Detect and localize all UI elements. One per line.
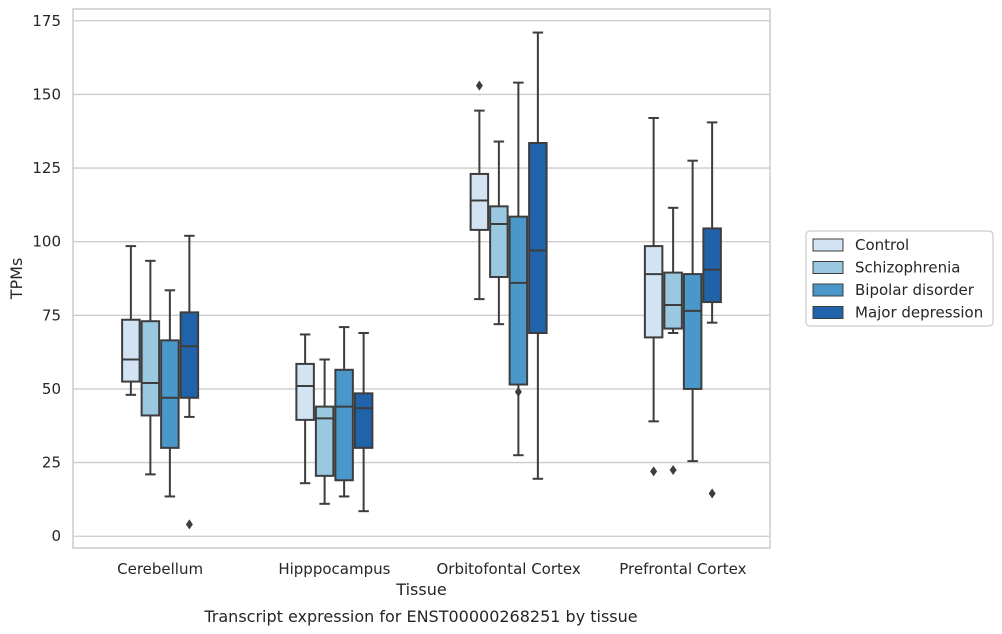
- box-2-4: [663, 206, 683, 475]
- box-body: [121, 318, 141, 383]
- y-tick-label: 75: [42, 306, 61, 324]
- legend-swatch: [812, 238, 844, 252]
- box-4-2: [353, 331, 374, 513]
- outlier-point: [514, 386, 522, 397]
- outlier-point: [708, 488, 716, 499]
- box-1-4: [643, 116, 664, 477]
- box-body: [314, 405, 335, 477]
- x-tick-label: Hipppocampus: [278, 560, 390, 578]
- legend-label: Major depression: [855, 304, 983, 322]
- x-tick-labels: Cerebellum Hipppocampus Orbitofontal Corte…: [117, 560, 746, 578]
- y-tick-label: 175: [32, 12, 61, 30]
- x-axis-label: Tissue: [395, 580, 446, 599]
- y-tick-label: 25: [42, 454, 61, 472]
- box-4-4: [702, 121, 722, 499]
- y-tick-label: 0: [51, 527, 61, 545]
- box-marks: [121, 31, 722, 530]
- box-body: [295, 362, 315, 421]
- box-body: [682, 273, 703, 390]
- box-body: [528, 142, 548, 334]
- box-4-1: [179, 234, 200, 530]
- box-1-3: [469, 80, 490, 301]
- x-tick-label: Orbitofontal Cortex: [437, 560, 581, 578]
- legend-swatch: [812, 283, 844, 297]
- x-tick-label: Prefrontal Cortex: [619, 560, 746, 578]
- box-body: [663, 271, 683, 330]
- box-2-2: [314, 358, 335, 505]
- legend-swatch: [812, 306, 844, 319]
- outlier-point: [475, 80, 483, 91]
- box-4-3: [528, 31, 548, 480]
- box-body: [179, 311, 200, 399]
- box-1-2: [295, 333, 315, 485]
- box-body: [508, 215, 529, 386]
- y-axis-label: TPMs: [7, 258, 26, 301]
- box-3-2: [334, 326, 354, 498]
- box-3-1: [160, 289, 180, 498]
- legend-swatch: [812, 261, 844, 274]
- outlier-point: [650, 466, 658, 477]
- y-tick-label: 150: [32, 85, 61, 103]
- legend-frame: [805, 230, 994, 327]
- y-tick-label: 125: [32, 159, 61, 177]
- box-2-1: [140, 259, 161, 476]
- y-tick-label: 50: [42, 380, 61, 398]
- y-tick-label: 100: [32, 233, 61, 251]
- box-3-4: [682, 159, 703, 463]
- box-body: [643, 245, 664, 339]
- box-body: [469, 172, 490, 231]
- outlier-point: [669, 464, 677, 475]
- box-body: [353, 392, 374, 449]
- box-2-3: [489, 140, 509, 326]
- box-body: [334, 368, 354, 482]
- legend: Control Schizophrenia Bipolar disorder Majo…: [805, 230, 994, 327]
- box-body: [140, 320, 161, 417]
- x-tick-label: Cerebellum: [117, 560, 203, 578]
- box-body: [489, 205, 509, 279]
- figure-caption: Transcript expression for ENST0000026825…: [203, 607, 637, 626]
- box-1-1: [121, 245, 141, 396]
- box-3-3: [508, 81, 529, 457]
- legend-label: Control: [855, 236, 909, 254]
- legend-label: Schizophrenia: [855, 259, 960, 277]
- legend-label: Bipolar disorder: [855, 281, 975, 299]
- plot-frame: [72, 8, 771, 549]
- box-body: [702, 227, 722, 304]
- outlier-point: [185, 519, 193, 530]
- box-body: [160, 339, 180, 449]
- y-tick-labels: 0 25 50 75 100 125 150 175: [32, 12, 61, 545]
